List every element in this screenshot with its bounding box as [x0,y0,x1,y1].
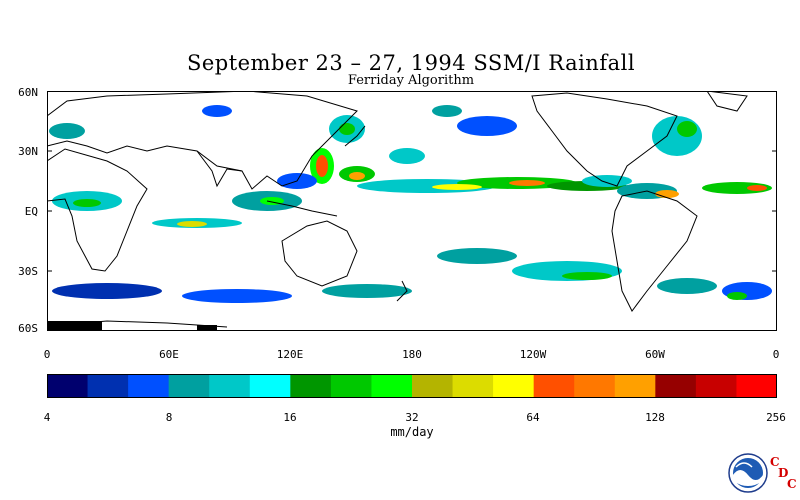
rainfall-map [47,91,777,331]
colorbar-cell [655,374,697,398]
colorbar-cell [330,374,372,398]
lat-label-60n: 60N [18,86,38,99]
lat-label-60s: 60S [18,322,38,335]
noaa-logo-icon [728,453,768,493]
map-ticks [47,150,777,272]
colorbar-cell [290,374,332,398]
colorbar-cell [695,374,737,398]
colorbar-label-16: 16 [283,411,297,424]
colorbar-cell [371,374,413,398]
colorbar-cell [574,374,616,398]
cdc-letter-c1: C [770,455,780,469]
colorbar-cell [452,374,494,398]
colorbar-cell [614,374,656,398]
lon-label-0-end: 0 [772,348,780,361]
rain-cells [49,105,772,303]
map-subtitle: Ferriday Algorithm [347,73,475,88]
colorbar-cell [736,374,777,398]
colorbar-cell [209,374,251,398]
lon-label-120w: 120W [519,348,547,361]
lat-label-eq: EQ [24,205,38,218]
colorbar-cell [412,374,454,398]
colorbar-label-32: 32 [405,411,419,424]
colorbar-cell [128,374,170,398]
colorbar-cells [47,374,777,398]
colorbar-cell [249,374,291,398]
cdc-letter-d: D [778,466,789,480]
antarctica-land [47,321,102,331]
lat-label-30n: 30N [18,145,38,158]
colorbar-cell [533,374,575,398]
lon-label-0: 0 [43,348,51,361]
colorbar-label-4: 4 [43,411,51,424]
colorbar-units: mm/day [390,425,434,439]
cdc-letter-c2: C [787,477,797,491]
colorbar-label-256: 256 [766,411,786,424]
colorbar-cell [493,374,535,398]
lon-label-60w: 60W [645,348,665,361]
colorbar-frame [47,374,777,398]
lon-label-60e: 60E [159,348,179,361]
colorbar-label-8: 8 [165,411,173,424]
lon-label-120e: 120E [276,348,304,361]
colorbar-cell [87,374,129,398]
colorbar-cell [168,374,210,398]
colorbar-label-128: 128 [645,411,665,424]
lon-label-180: 180 [402,348,422,361]
antarctica-land-2 [197,325,217,331]
lat-label-30s: 30S [18,265,38,278]
map-title: September 23 – 27, 1994 SSM/I Rainfall [186,51,636,75]
colorbar-label-64: 64 [526,411,540,424]
colorbar [47,374,777,398]
colorbar-cell [47,374,89,398]
